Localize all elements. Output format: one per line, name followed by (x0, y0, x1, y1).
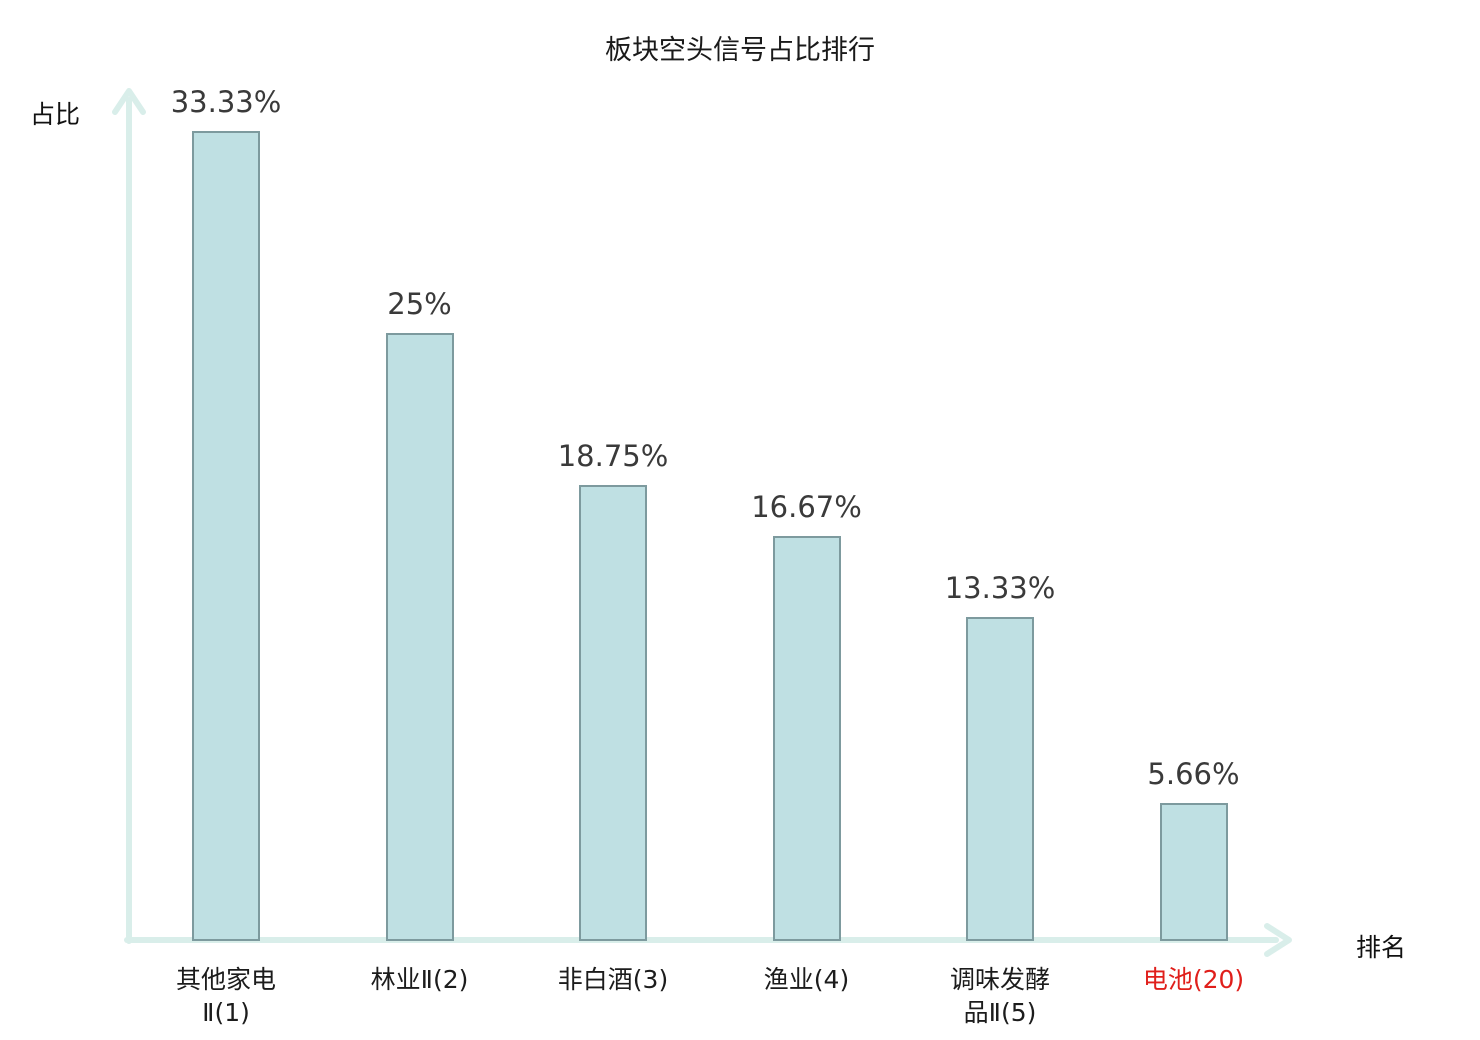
bar-value-label: 33.33% (170, 85, 282, 119)
bar-value-label: 13.33% (944, 571, 1056, 605)
y-axis-label: 占比 (30, 100, 81, 129)
category-label: 林业Ⅱ(2) (330, 963, 510, 996)
category-label: 调味发酵品Ⅱ(5) (910, 963, 1090, 1029)
category-label-line: 品Ⅱ(5) (963, 998, 1037, 1027)
category-label: 其他家电 Ⅱ(1) (136, 963, 316, 1029)
category-label-line: 林业Ⅱ(2) (370, 965, 469, 994)
bar (966, 617, 1034, 941)
bar-value-label: 16.67% (751, 490, 862, 524)
category-label-line: 调味发酵 (949, 965, 1050, 994)
bar (1159, 803, 1228, 941)
x-axis-arrow-icon (1264, 923, 1292, 957)
y-axis-arrow-icon (112, 88, 146, 115)
category-label-line: 渔业(4) (763, 965, 850, 994)
bar-value-label: 25% (387, 287, 452, 321)
category-label: 非白酒(3) (523, 963, 703, 996)
bar-value-label: 5.66% (1147, 757, 1240, 791)
chart-title: 板块空头信号占比排行 (605, 35, 875, 66)
bar (385, 333, 454, 941)
category-label-line: Ⅱ(1) (202, 998, 250, 1027)
category-label-line: 非白酒(3) (557, 965, 669, 994)
bar (192, 131, 260, 941)
bar (772, 536, 841, 941)
category-label: 渔业(4) (717, 963, 897, 996)
x-axis-label: 排名 (1356, 933, 1407, 962)
bar (579, 485, 647, 941)
category-label: 电池(20) (1104, 963, 1284, 996)
category-label-line: 其他家电 (175, 965, 276, 994)
bar-value-label: 18.75% (557, 439, 669, 473)
category-label-line: 电池(20) (1142, 965, 1245, 994)
